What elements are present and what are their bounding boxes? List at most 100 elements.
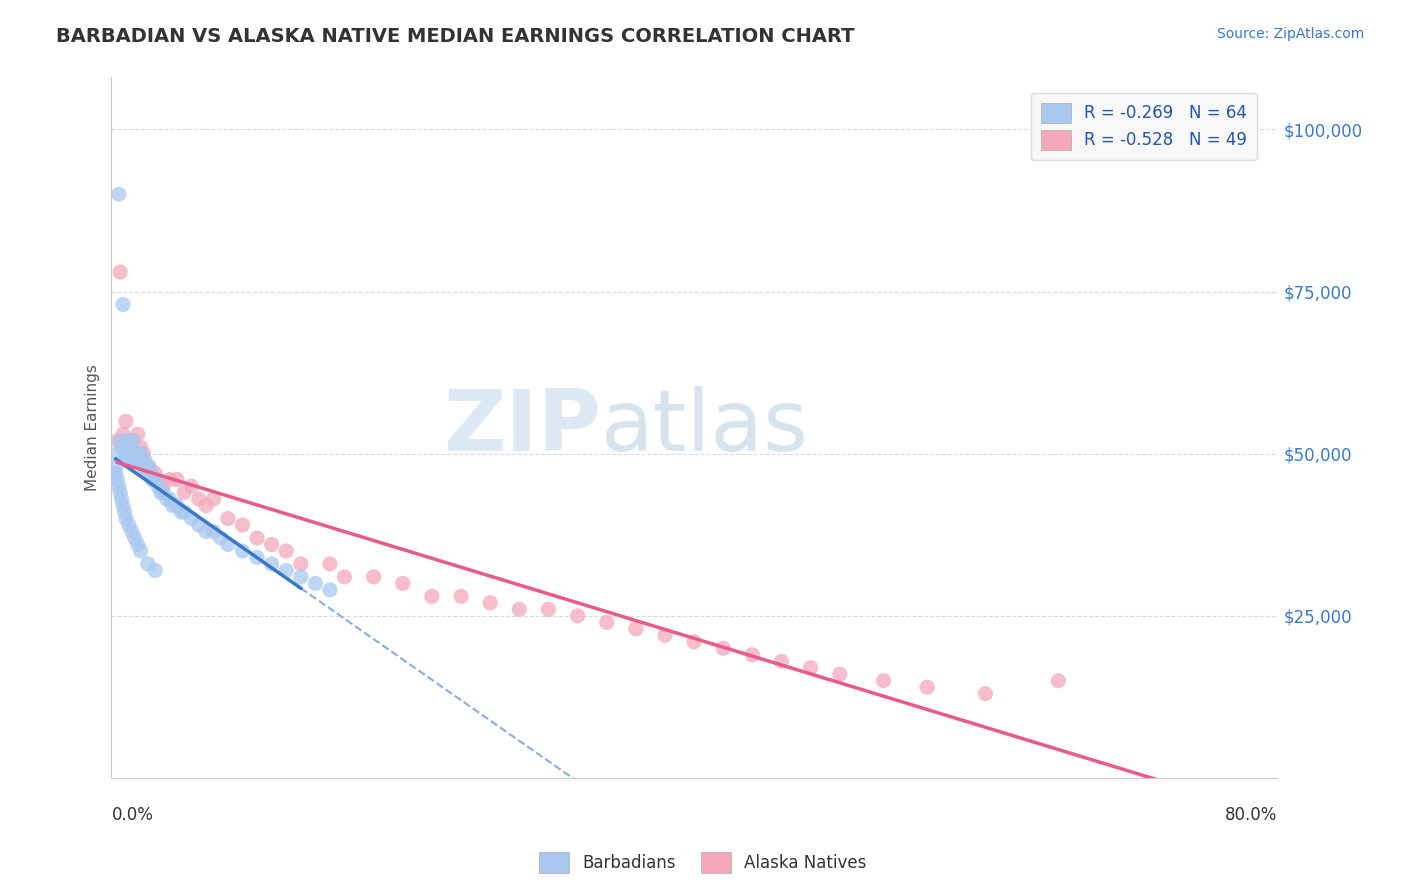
Point bbox=[420, 590, 443, 604]
Point bbox=[108, 434, 131, 448]
Point bbox=[104, 459, 127, 474]
Point bbox=[122, 434, 145, 448]
Point bbox=[152, 479, 174, 493]
Point bbox=[231, 544, 253, 558]
Point bbox=[115, 414, 138, 428]
Point bbox=[800, 661, 823, 675]
Point bbox=[180, 479, 202, 493]
Point bbox=[624, 622, 647, 636]
Point bbox=[108, 265, 131, 279]
Text: 0.0%: 0.0% bbox=[111, 806, 153, 824]
Point bbox=[654, 628, 676, 642]
Point bbox=[124, 531, 146, 545]
Point bbox=[134, 453, 156, 467]
Point bbox=[187, 518, 209, 533]
Point bbox=[131, 453, 153, 467]
Point bbox=[156, 492, 179, 507]
Point bbox=[132, 459, 155, 474]
Point bbox=[114, 505, 136, 519]
Legend: R = -0.269   N = 64, R = -0.528   N = 49: R = -0.269 N = 64, R = -0.528 N = 49 bbox=[1031, 93, 1257, 160]
Text: BARBADIAN VS ALASKA NATIVE MEDIAN EARNINGS CORRELATION CHART: BARBADIAN VS ALASKA NATIVE MEDIAN EARNIN… bbox=[56, 27, 855, 45]
Point bbox=[391, 576, 413, 591]
Point bbox=[112, 499, 135, 513]
Point bbox=[118, 440, 141, 454]
Point bbox=[319, 582, 342, 597]
Text: atlas: atlas bbox=[600, 386, 808, 469]
Point bbox=[450, 590, 472, 604]
Point bbox=[567, 608, 589, 623]
Point bbox=[110, 440, 132, 454]
Point bbox=[121, 434, 143, 448]
Point bbox=[136, 466, 159, 480]
Point bbox=[153, 485, 176, 500]
Point bbox=[173, 505, 195, 519]
Point bbox=[135, 459, 157, 474]
Point bbox=[104, 466, 127, 480]
Point bbox=[683, 634, 706, 648]
Point bbox=[129, 440, 152, 454]
Point bbox=[260, 557, 283, 571]
Point bbox=[741, 648, 763, 662]
Point bbox=[209, 531, 232, 545]
Point bbox=[112, 297, 135, 311]
Point bbox=[974, 687, 997, 701]
Legend: Barbadians, Alaska Natives: Barbadians, Alaska Natives bbox=[533, 846, 873, 880]
Point bbox=[304, 576, 326, 591]
Point bbox=[117, 434, 139, 448]
Point bbox=[110, 492, 132, 507]
Point bbox=[276, 544, 298, 558]
Point bbox=[166, 499, 188, 513]
Point bbox=[1047, 673, 1070, 688]
Point bbox=[124, 447, 146, 461]
Point bbox=[162, 499, 184, 513]
Point bbox=[105, 473, 128, 487]
Point bbox=[139, 466, 162, 480]
Point bbox=[828, 667, 851, 681]
Point bbox=[333, 570, 356, 584]
Point bbox=[166, 473, 188, 487]
Point bbox=[121, 453, 143, 467]
Point bbox=[290, 570, 312, 584]
Point bbox=[872, 673, 894, 688]
Point bbox=[138, 459, 160, 474]
Point bbox=[108, 485, 131, 500]
Point bbox=[915, 680, 938, 694]
Point bbox=[136, 557, 159, 571]
Point bbox=[128, 453, 150, 467]
Point bbox=[187, 492, 209, 507]
Point bbox=[143, 563, 166, 577]
Point bbox=[127, 537, 149, 551]
Point bbox=[127, 447, 149, 461]
Point bbox=[363, 570, 385, 584]
Point bbox=[118, 440, 141, 454]
Text: Source: ZipAtlas.com: Source: ZipAtlas.com bbox=[1216, 27, 1364, 41]
Point bbox=[121, 524, 143, 539]
Point bbox=[120, 447, 142, 461]
Point bbox=[170, 505, 193, 519]
Point bbox=[195, 499, 218, 513]
Point bbox=[129, 447, 152, 461]
Point bbox=[125, 453, 148, 467]
Point bbox=[159, 473, 181, 487]
Point bbox=[770, 654, 793, 668]
Point bbox=[129, 544, 152, 558]
Point bbox=[180, 511, 202, 525]
Y-axis label: Median Earnings: Median Earnings bbox=[86, 364, 100, 491]
Point bbox=[143, 473, 166, 487]
Point bbox=[711, 641, 734, 656]
Point bbox=[195, 524, 218, 539]
Point bbox=[107, 187, 129, 202]
Point bbox=[107, 479, 129, 493]
Point bbox=[202, 492, 225, 507]
Point bbox=[149, 485, 172, 500]
Point bbox=[114, 453, 136, 467]
Point bbox=[537, 602, 560, 616]
Point bbox=[246, 531, 269, 545]
Point bbox=[118, 518, 141, 533]
Point bbox=[112, 427, 135, 442]
Point bbox=[202, 524, 225, 539]
Point bbox=[127, 427, 149, 442]
Point bbox=[173, 485, 195, 500]
Point bbox=[132, 447, 155, 461]
Point bbox=[276, 563, 298, 577]
